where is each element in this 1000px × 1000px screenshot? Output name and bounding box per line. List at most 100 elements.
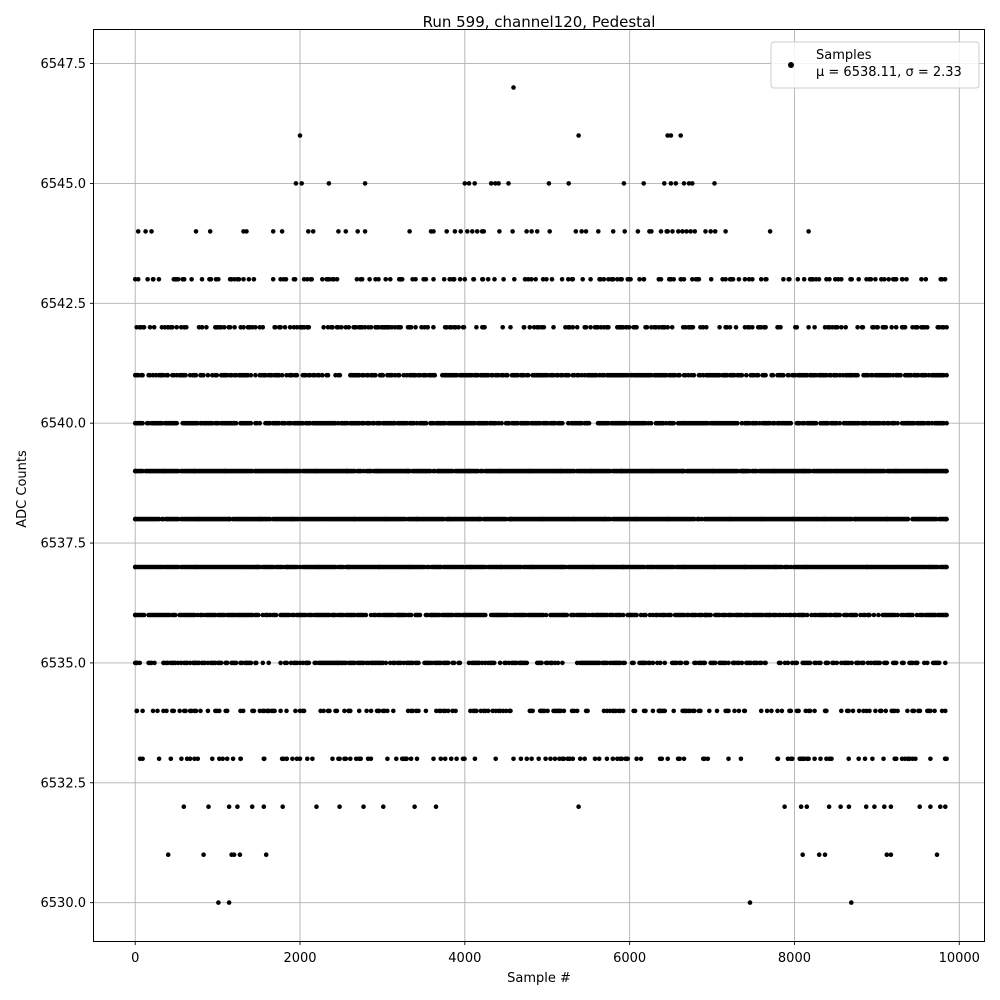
- data-point: [543, 756, 548, 762]
- data-point: [658, 660, 663, 666]
- data-point: [192, 756, 197, 762]
- data-point: [241, 277, 246, 282]
- data-point: [778, 660, 783, 666]
- data-point: [750, 325, 755, 330]
- data-point: [472, 708, 478, 714]
- data-point: [508, 708, 513, 714]
- data-point: [905, 516, 911, 522]
- data-point: [670, 229, 675, 234]
- data-point: [767, 229, 773, 234]
- data-point: [226, 900, 232, 905]
- plot-frame: [93, 29, 985, 942]
- data-point: [855, 372, 860, 378]
- data-point: [634, 325, 639, 330]
- data-point: [492, 277, 497, 282]
- data-point: [850, 708, 856, 714]
- data-point: [895, 708, 900, 714]
- data-point: [210, 756, 215, 762]
- data-point: [388, 277, 393, 282]
- data-point: [742, 708, 748, 714]
- data-point: [472, 756, 478, 762]
- data-point: [135, 277, 141, 282]
- data-point: [861, 660, 866, 666]
- data-point: [497, 229, 502, 234]
- data-point: [564, 612, 570, 618]
- data-point: [812, 325, 817, 330]
- data-point: [662, 181, 667, 186]
- data-point: [827, 756, 832, 762]
- data-point: [804, 612, 810, 618]
- data-point: [665, 133, 670, 138]
- data-point: [597, 277, 602, 282]
- data-point: [497, 660, 503, 666]
- data-point: [703, 229, 708, 234]
- data-point: [686, 181, 692, 186]
- data-point: [746, 277, 752, 282]
- data-point: [650, 660, 656, 666]
- data-point: [238, 756, 243, 762]
- data-point: [512, 277, 517, 282]
- x-tick-label: 4000: [448, 951, 481, 966]
- data-point: [543, 612, 549, 618]
- data-point: [856, 756, 861, 762]
- data-point: [173, 612, 178, 618]
- data-point: [769, 708, 774, 714]
- data-point: [456, 325, 461, 330]
- x-tick-label: 2000: [283, 951, 316, 966]
- data-point: [622, 229, 627, 234]
- data-point: [408, 325, 414, 330]
- data-point: [255, 612, 261, 618]
- data-point: [362, 181, 368, 186]
- data-point: [853, 612, 859, 618]
- data-point: [801, 277, 807, 282]
- data-point: [414, 756, 420, 762]
- data-point: [431, 325, 436, 330]
- y-tick-label: 6530.0: [41, 896, 87, 911]
- data-point: [272, 708, 277, 714]
- data-point: [368, 325, 374, 330]
- data-point: [641, 181, 646, 186]
- data-point: [668, 181, 674, 186]
- data-point: [187, 756, 193, 762]
- data-point: [470, 229, 475, 234]
- data-point: [942, 277, 948, 282]
- data-point: [758, 277, 764, 282]
- data-point: [747, 900, 753, 905]
- data-point: [549, 277, 555, 282]
- data-point: [607, 660, 613, 666]
- data-point: [712, 181, 717, 186]
- data-point: [481, 229, 487, 234]
- data-point: [758, 708, 764, 714]
- data-point: [508, 325, 513, 330]
- x-tick-label: 6000: [613, 951, 646, 966]
- data-point: [273, 612, 279, 618]
- data-point: [626, 325, 632, 330]
- data-point: [362, 229, 368, 234]
- data-point: [287, 325, 293, 330]
- data-point: [432, 372, 438, 378]
- data-point: [417, 612, 423, 618]
- x-axis-ticks: 0 2000 4000 6000 8000 10000: [131, 941, 980, 966]
- data-point: [135, 229, 141, 234]
- data-point: [938, 804, 943, 809]
- data-point: [358, 756, 364, 762]
- data-point: [566, 181, 571, 186]
- data-point: [361, 612, 366, 618]
- data-point: [224, 708, 230, 714]
- data-point: [534, 229, 540, 234]
- data-point: [300, 708, 306, 714]
- data-point: [408, 756, 414, 762]
- data-point: [775, 708, 780, 714]
- data-point: [147, 325, 153, 330]
- data-point: [825, 660, 831, 666]
- data-point: [208, 277, 214, 282]
- data-point: [536, 756, 541, 762]
- data-point: [750, 277, 755, 282]
- data-point: [902, 325, 908, 330]
- data-point: [201, 852, 206, 857]
- data-point: [524, 229, 529, 234]
- data-point: [632, 708, 638, 714]
- data-point: [932, 708, 937, 714]
- data-point: [253, 660, 258, 666]
